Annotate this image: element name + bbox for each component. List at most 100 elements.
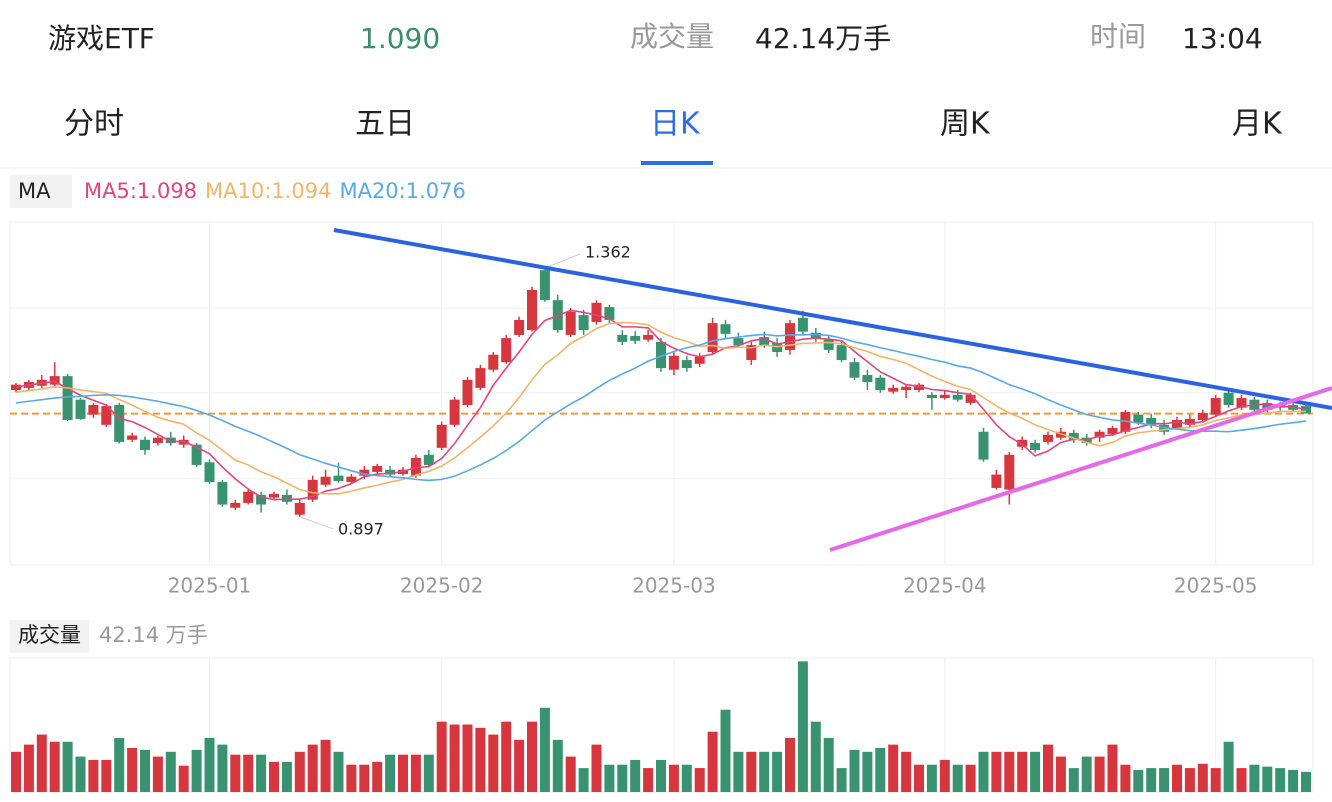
candle-body [862,375,873,382]
candle-body [243,491,254,503]
tab[interactable]: 五日 [355,107,415,142]
volume-bar [759,751,770,792]
candle-body [810,332,821,339]
volume-bar [1197,763,1208,792]
volume-bar [475,727,486,792]
candle-body [127,435,138,440]
candle-body [617,334,628,342]
volume-bar [991,751,1002,792]
volume-bar [269,761,279,792]
candle-body [114,405,125,442]
candle-body [565,311,576,335]
volume-bar [346,764,357,792]
volume-bar [681,764,692,792]
candle-body [746,345,757,361]
volume-bar [1262,766,1273,792]
volume-bar [114,737,125,792]
candle-body [488,354,499,370]
trend-line [829,386,1332,552]
ma-line [15,309,1307,501]
candle-body [269,493,279,498]
legend-entry: MA20:1.076 [339,179,465,203]
volume-bar [152,756,163,792]
volume-bar [359,764,370,792]
candle-body [1017,439,1028,447]
candle-body [423,454,434,465]
min-label: 0.897 [338,519,384,538]
time: 13:04 [1182,22,1263,55]
volume-bar [140,749,150,792]
candle-body [965,394,976,403]
legend-entry: MA5:1.098 [84,179,197,203]
candle-body [1030,442,1041,450]
volume-bar [1094,756,1105,792]
tab[interactable]: 日K [650,107,701,142]
candle-body [140,439,150,450]
candle-body [1043,434,1053,442]
candle-body [152,437,163,443]
candle-body [733,338,744,346]
volume-bar [1017,751,1028,792]
candle-body [707,323,718,353]
candle-body [11,384,21,391]
candle-body [591,302,602,323]
volume-bar [1030,751,1041,792]
volume-bar [694,768,705,792]
volume-bar [514,739,525,792]
leader-line [299,516,334,530]
candle-body [539,270,550,301]
candle-body [1184,418,1195,425]
candle-body [785,323,795,350]
candle-body [49,376,60,385]
volume-bar [656,759,666,792]
candle-body [62,376,73,420]
volume-bar [965,764,976,792]
volume-bar [436,721,447,792]
volume-bar [1184,768,1195,792]
volume-subtitle: 42.14 万手 [99,623,208,647]
volume-bar [552,739,563,792]
trend-line [333,228,1332,410]
candle-body [385,469,396,475]
candle-body [952,394,963,400]
candle-body [1004,454,1015,490]
candle-body [501,338,512,363]
tab[interactable]: 月K [1232,107,1283,142]
candle-body [527,289,537,331]
candle-body [204,462,215,483]
max-label: 1.362 [585,243,631,262]
candle-body [217,482,228,505]
tab[interactable]: 分时 [64,107,124,142]
volume-bar [1172,764,1182,792]
volume-bar [1249,764,1260,792]
candle-body [694,356,705,364]
volume-bar [372,761,383,792]
candle-body [230,502,241,508]
volume-bar [488,734,499,792]
candle-body [1301,406,1311,414]
x-tick-label: 2025-03 [632,574,716,598]
volume-bar [23,744,34,792]
volume-bar [1107,744,1118,792]
candle-body [75,399,86,419]
candle-body [604,307,615,320]
volume-bar [1055,756,1066,792]
candle-body [1197,413,1208,420]
volume-bar [320,739,331,792]
candle-body [1107,428,1118,434]
volume-bar [823,737,834,792]
candle-body [668,355,679,370]
x-tick-label: 2025-05 [1174,574,1258,598]
candle-body [720,324,731,334]
candle-body [681,360,692,369]
volume-bar [1068,768,1079,792]
price: 1.090 [360,22,440,55]
candle-body [1172,419,1182,429]
candle-body [978,431,989,460]
tab[interactable]: 周K [940,107,991,142]
candle-body [346,476,357,483]
candle-body [1068,432,1079,440]
volume-bar [1120,764,1131,792]
volume-bar [1043,744,1053,792]
leader-line [544,253,581,269]
